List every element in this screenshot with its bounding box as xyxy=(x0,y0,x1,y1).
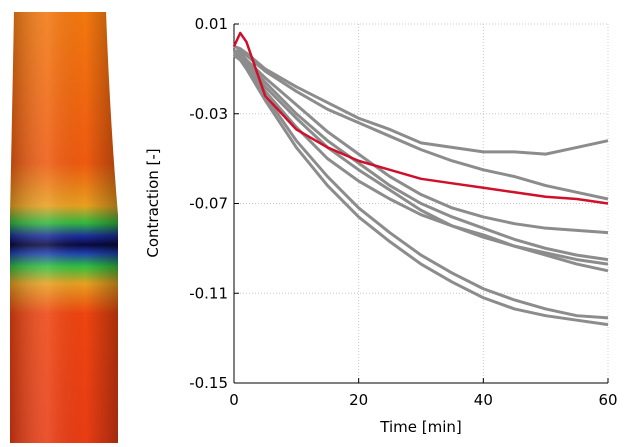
series-line xyxy=(233,54,609,327)
y-tick-label: -0.03 xyxy=(189,105,228,123)
y-tick-label: -0.11 xyxy=(189,284,228,302)
y-tick-label: -0.07 xyxy=(189,195,228,213)
x-tick-label: 0 xyxy=(229,391,239,409)
x-tick-label: 40 xyxy=(474,391,493,409)
x-tick-label: 60 xyxy=(598,391,617,409)
cylinder-render xyxy=(10,12,118,443)
x-axis-label: Time [min] xyxy=(379,418,461,436)
y-tick-label: 0.01 xyxy=(195,15,228,33)
y-axis-label: Contraction [-] xyxy=(144,148,162,257)
series-line xyxy=(233,49,609,235)
series-line xyxy=(233,54,609,320)
y-tick-label: -0.15 xyxy=(189,374,228,392)
series-line xyxy=(233,51,609,266)
series-line xyxy=(234,49,609,201)
x-tick-label: 20 xyxy=(349,391,368,409)
series-line xyxy=(233,51,609,262)
series-line xyxy=(232,31,609,205)
plot: 0.01 -0.03 -0.07 -0.11 -0.150 20 40 60 xyxy=(189,15,617,409)
